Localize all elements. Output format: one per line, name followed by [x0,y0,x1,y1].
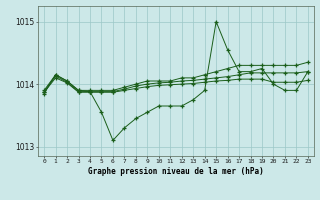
X-axis label: Graphe pression niveau de la mer (hPa): Graphe pression niveau de la mer (hPa) [88,167,264,176]
